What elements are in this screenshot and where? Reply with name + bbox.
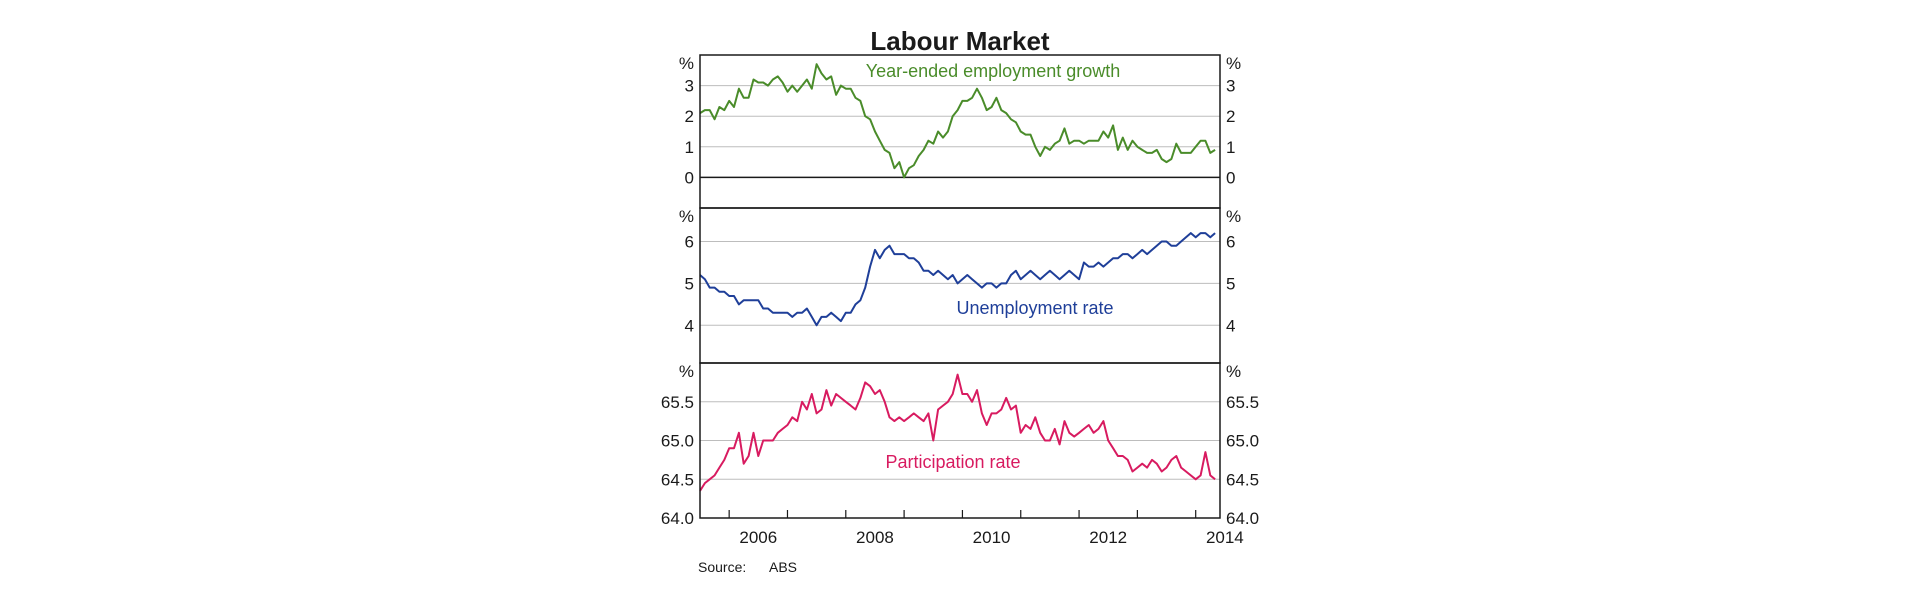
panel-1: 0 0 1 1 2 2 3 3% % Year-ended employment growth <box>679 54 1241 209</box>
series-line <box>699 63 1216 179</box>
unit-label-right: % <box>1226 54 1241 73</box>
y-tick-label-left: 3 <box>685 77 694 96</box>
x-tick-label: 2010 <box>973 528 1011 547</box>
panel-frame <box>699 362 1221 519</box>
y-tick-label-left: 65.5 <box>661 393 694 412</box>
y-tick-label-right: 65.0 <box>1226 432 1259 451</box>
y-tick-label-left: 6 <box>685 233 694 252</box>
y-tick-label-right: 1 <box>1226 138 1235 157</box>
y-tick-label-right: 0 <box>1226 168 1235 187</box>
y-tick-label-left: 64.0 <box>661 509 694 528</box>
y-tick-label-left: 64.5 <box>661 470 694 489</box>
y-tick-label-right: 5 <box>1226 274 1235 293</box>
series-label: Year-ended employment growth <box>866 61 1121 81</box>
y-tick-label-right: 3 <box>1226 77 1235 96</box>
y-tick-label-right: 2 <box>1226 107 1235 126</box>
unit-label-left: % <box>679 207 694 226</box>
y-tick-label-left: 4 <box>685 316 694 335</box>
panel-3: 64.0 64.0 64.5 64.5 65.0 65.0 65.5 65.5% % Partic… <box>661 362 1259 528</box>
y-tick-label-right: 6 <box>1226 233 1235 252</box>
y-tick-label-left: 0 <box>685 168 694 187</box>
unit-label-right: % <box>1226 362 1241 381</box>
x-axis: 2006 2008 2010 2012 2014 <box>728 510 1244 547</box>
source-label: Source: <box>698 559 746 575</box>
x-tick-label: 2012 <box>1089 528 1127 547</box>
x-tick-label: 2014 <box>1206 528 1244 547</box>
y-tick-label-right: 4 <box>1226 316 1235 335</box>
series-label: Participation rate <box>885 452 1020 472</box>
y-tick-label-left: 1 <box>685 138 694 157</box>
unit-label-left: % <box>679 54 694 73</box>
y-tick-label-right: 64.5 <box>1226 470 1259 489</box>
chart-title: Labour Market <box>870 26 1049 56</box>
series-line <box>699 373 1216 492</box>
x-tick-label: 2008 <box>856 528 894 547</box>
source-value: ABS <box>769 559 797 575</box>
series-label: Unemployment rate <box>956 298 1113 318</box>
y-tick-label-right: 64.0 <box>1226 509 1259 528</box>
y-tick-label-right: 65.5 <box>1226 393 1259 412</box>
series-line <box>699 232 1216 327</box>
y-tick-label-left: 5 <box>685 274 694 293</box>
panel-frame <box>699 207 1221 364</box>
unit-label-right: % <box>1226 207 1241 226</box>
x-tick-label: 2006 <box>739 528 777 547</box>
unit-label-left: % <box>679 362 694 381</box>
y-tick-label-left: 65.0 <box>661 432 694 451</box>
y-tick-label-left: 2 <box>685 107 694 126</box>
panel-2: 4 4 5 5 6 6% % Unemployment rate <box>679 207 1241 364</box>
